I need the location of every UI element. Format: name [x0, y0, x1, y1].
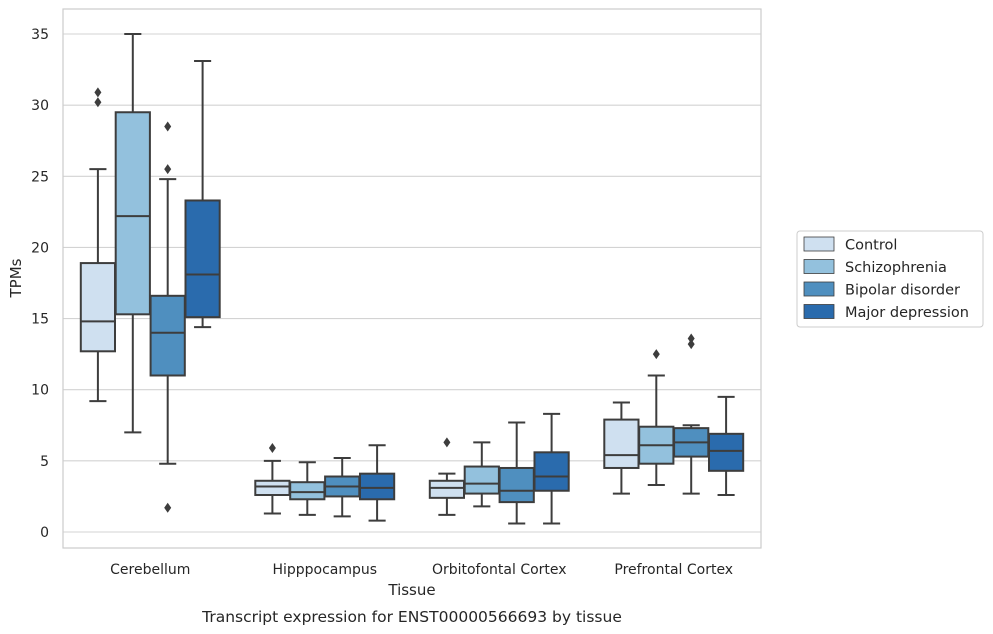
box-body — [463, 465, 500, 495]
outlier-point — [164, 164, 172, 175]
box-body — [79, 262, 117, 353]
box-body — [254, 479, 291, 497]
y-axis-label: TPMs — [7, 258, 25, 298]
y-tick-label: 5 — [40, 454, 49, 470]
legend-frame — [796, 230, 984, 328]
box-schizophrenia — [638, 349, 675, 487]
legend-label: Control — [845, 238, 897, 254]
x-axis-ticks: Cerebellum Hipppocampus Orbitofontal Corte… — [110, 562, 733, 578]
box-major-depression — [707, 395, 745, 497]
x-tick-label: Orbitofontal Cortex — [432, 562, 567, 578]
outlier-point — [687, 333, 695, 344]
box-body — [707, 432, 745, 472]
legend-swatch — [803, 304, 835, 319]
box-body — [184, 199, 221, 319]
outlier-point — [164, 502, 172, 513]
y-tick-label: 25 — [31, 169, 49, 185]
x-axis-label: Tissue — [387, 581, 435, 599]
box-schizophrenia — [114, 33, 151, 434]
box-control — [79, 87, 117, 403]
box-body — [498, 466, 535, 504]
legend-swatch — [803, 236, 835, 252]
box-major-depression — [533, 412, 570, 525]
outlier-point — [443, 437, 451, 448]
x-tick-label: Hipppocampus — [272, 562, 377, 578]
y-tick-label: 0 — [40, 525, 49, 541]
box-body — [114, 111, 151, 316]
legend-swatch — [803, 259, 835, 274]
outlier-point — [164, 121, 172, 132]
x-tick-label: Prefrontal Cortex — [614, 562, 733, 578]
box-major-depression — [184, 60, 221, 329]
outlier-point — [94, 97, 102, 108]
chart-caption: Transcript expression for ENST0000056669… — [201, 608, 622, 626]
x-tick-label: Cerebellum — [110, 562, 190, 578]
box-bipolar-disorder — [149, 121, 186, 513]
box-bipolar-disorder — [498, 421, 535, 525]
box-bipolar-disorder — [324, 457, 361, 518]
box-body — [358, 472, 396, 501]
outlier-point — [652, 349, 660, 360]
box-control — [603, 401, 640, 495]
box-control — [428, 437, 466, 516]
box-body — [428, 479, 466, 499]
box-control — [254, 443, 291, 515]
box-major-depression — [358, 444, 396, 522]
y-tick-label: 20 — [31, 240, 49, 256]
outlier-point — [268, 443, 276, 454]
box-body — [149, 294, 186, 377]
y-tick-label: 30 — [31, 98, 49, 114]
outlier-point — [94, 87, 102, 98]
box-body — [533, 451, 570, 492]
y-tick-label: 10 — [31, 383, 49, 399]
y-tick-label: 15 — [31, 312, 49, 328]
plot-area — [62, 8, 762, 549]
legend: Control Schizophrenia Bipolar disorder Majo… — [796, 230, 984, 328]
box-schizophrenia — [289, 461, 326, 516]
box-bipolar-disorder — [673, 333, 710, 495]
box-body — [289, 481, 326, 501]
y-axis-ticks: 0 5 10 15 20 25 30 35 — [31, 27, 49, 541]
legend-swatch — [803, 281, 835, 297]
box-series-group — [79, 33, 745, 525]
box-body — [603, 418, 640, 469]
legend-label: Bipolar disorder — [845, 283, 960, 299]
box-schizophrenia — [463, 441, 500, 508]
legend-label: Schizophrenia — [845, 260, 947, 276]
legend-label: Major depression — [845, 305, 969, 321]
outlier-point — [687, 339, 695, 350]
y-tick-label: 35 — [31, 27, 49, 43]
